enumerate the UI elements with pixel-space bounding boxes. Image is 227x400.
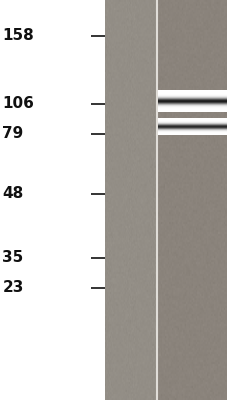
Bar — [104, 0, 155, 400]
Bar — [0, 0, 104, 400]
Text: 106: 106 — [2, 96, 34, 112]
Text: 158: 158 — [2, 28, 34, 44]
Text: 35: 35 — [2, 250, 23, 266]
Bar — [158, 0, 227, 400]
Text: 48: 48 — [2, 186, 23, 202]
Text: 23: 23 — [2, 280, 24, 296]
Text: 79: 79 — [2, 126, 23, 142]
